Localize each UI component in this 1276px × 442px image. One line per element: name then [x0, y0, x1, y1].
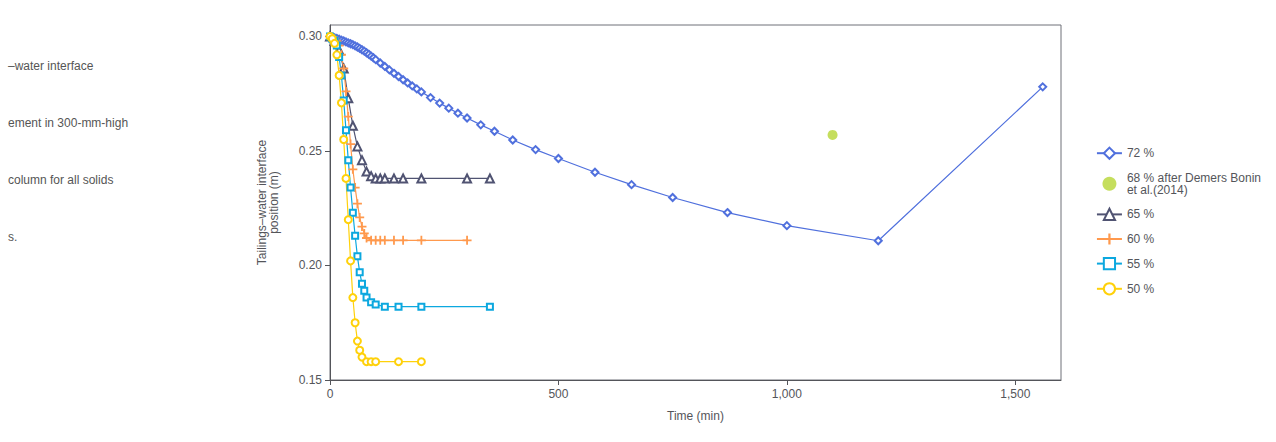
svg-text:500: 500 [548, 387, 568, 401]
svg-text:column for all solids: column for all solids [8, 173, 113, 187]
svg-text:0.30: 0.30 [299, 29, 323, 43]
svg-text:65 %: 65 % [1127, 207, 1155, 221]
svg-text:Time (min): Time (min) [667, 409, 724, 423]
svg-text:s.: s. [8, 230, 17, 244]
svg-text:Tailings–water interface: Tailings–water interface [255, 139, 269, 266]
svg-text:55 %: 55 % [1127, 257, 1155, 271]
svg-text:et al.(2014): et al.(2014) [1127, 183, 1188, 197]
svg-text:position (m): position (m) [267, 171, 281, 234]
svg-text:0.20: 0.20 [299, 258, 323, 272]
svg-text:50 %: 50 % [1127, 282, 1155, 296]
svg-text:–water interface: –water interface [8, 59, 94, 73]
svg-text:68 % after Demers Bonin: 68 % after Demers Bonin [1126, 170, 1261, 185]
svg-text:60 %: 60 % [1127, 232, 1155, 246]
svg-text:0.25: 0.25 [299, 144, 323, 158]
svg-text:72 %: 72 % [1127, 146, 1155, 160]
svg-text:1,000: 1,000 [772, 387, 802, 401]
svg-text:ement in 300-mm-high: ement in 300-mm-high [8, 116, 128, 130]
svg-text:0.15: 0.15 [299, 373, 323, 387]
svg-text:1,500: 1,500 [1000, 387, 1030, 401]
svg-text:0: 0 [327, 387, 334, 401]
